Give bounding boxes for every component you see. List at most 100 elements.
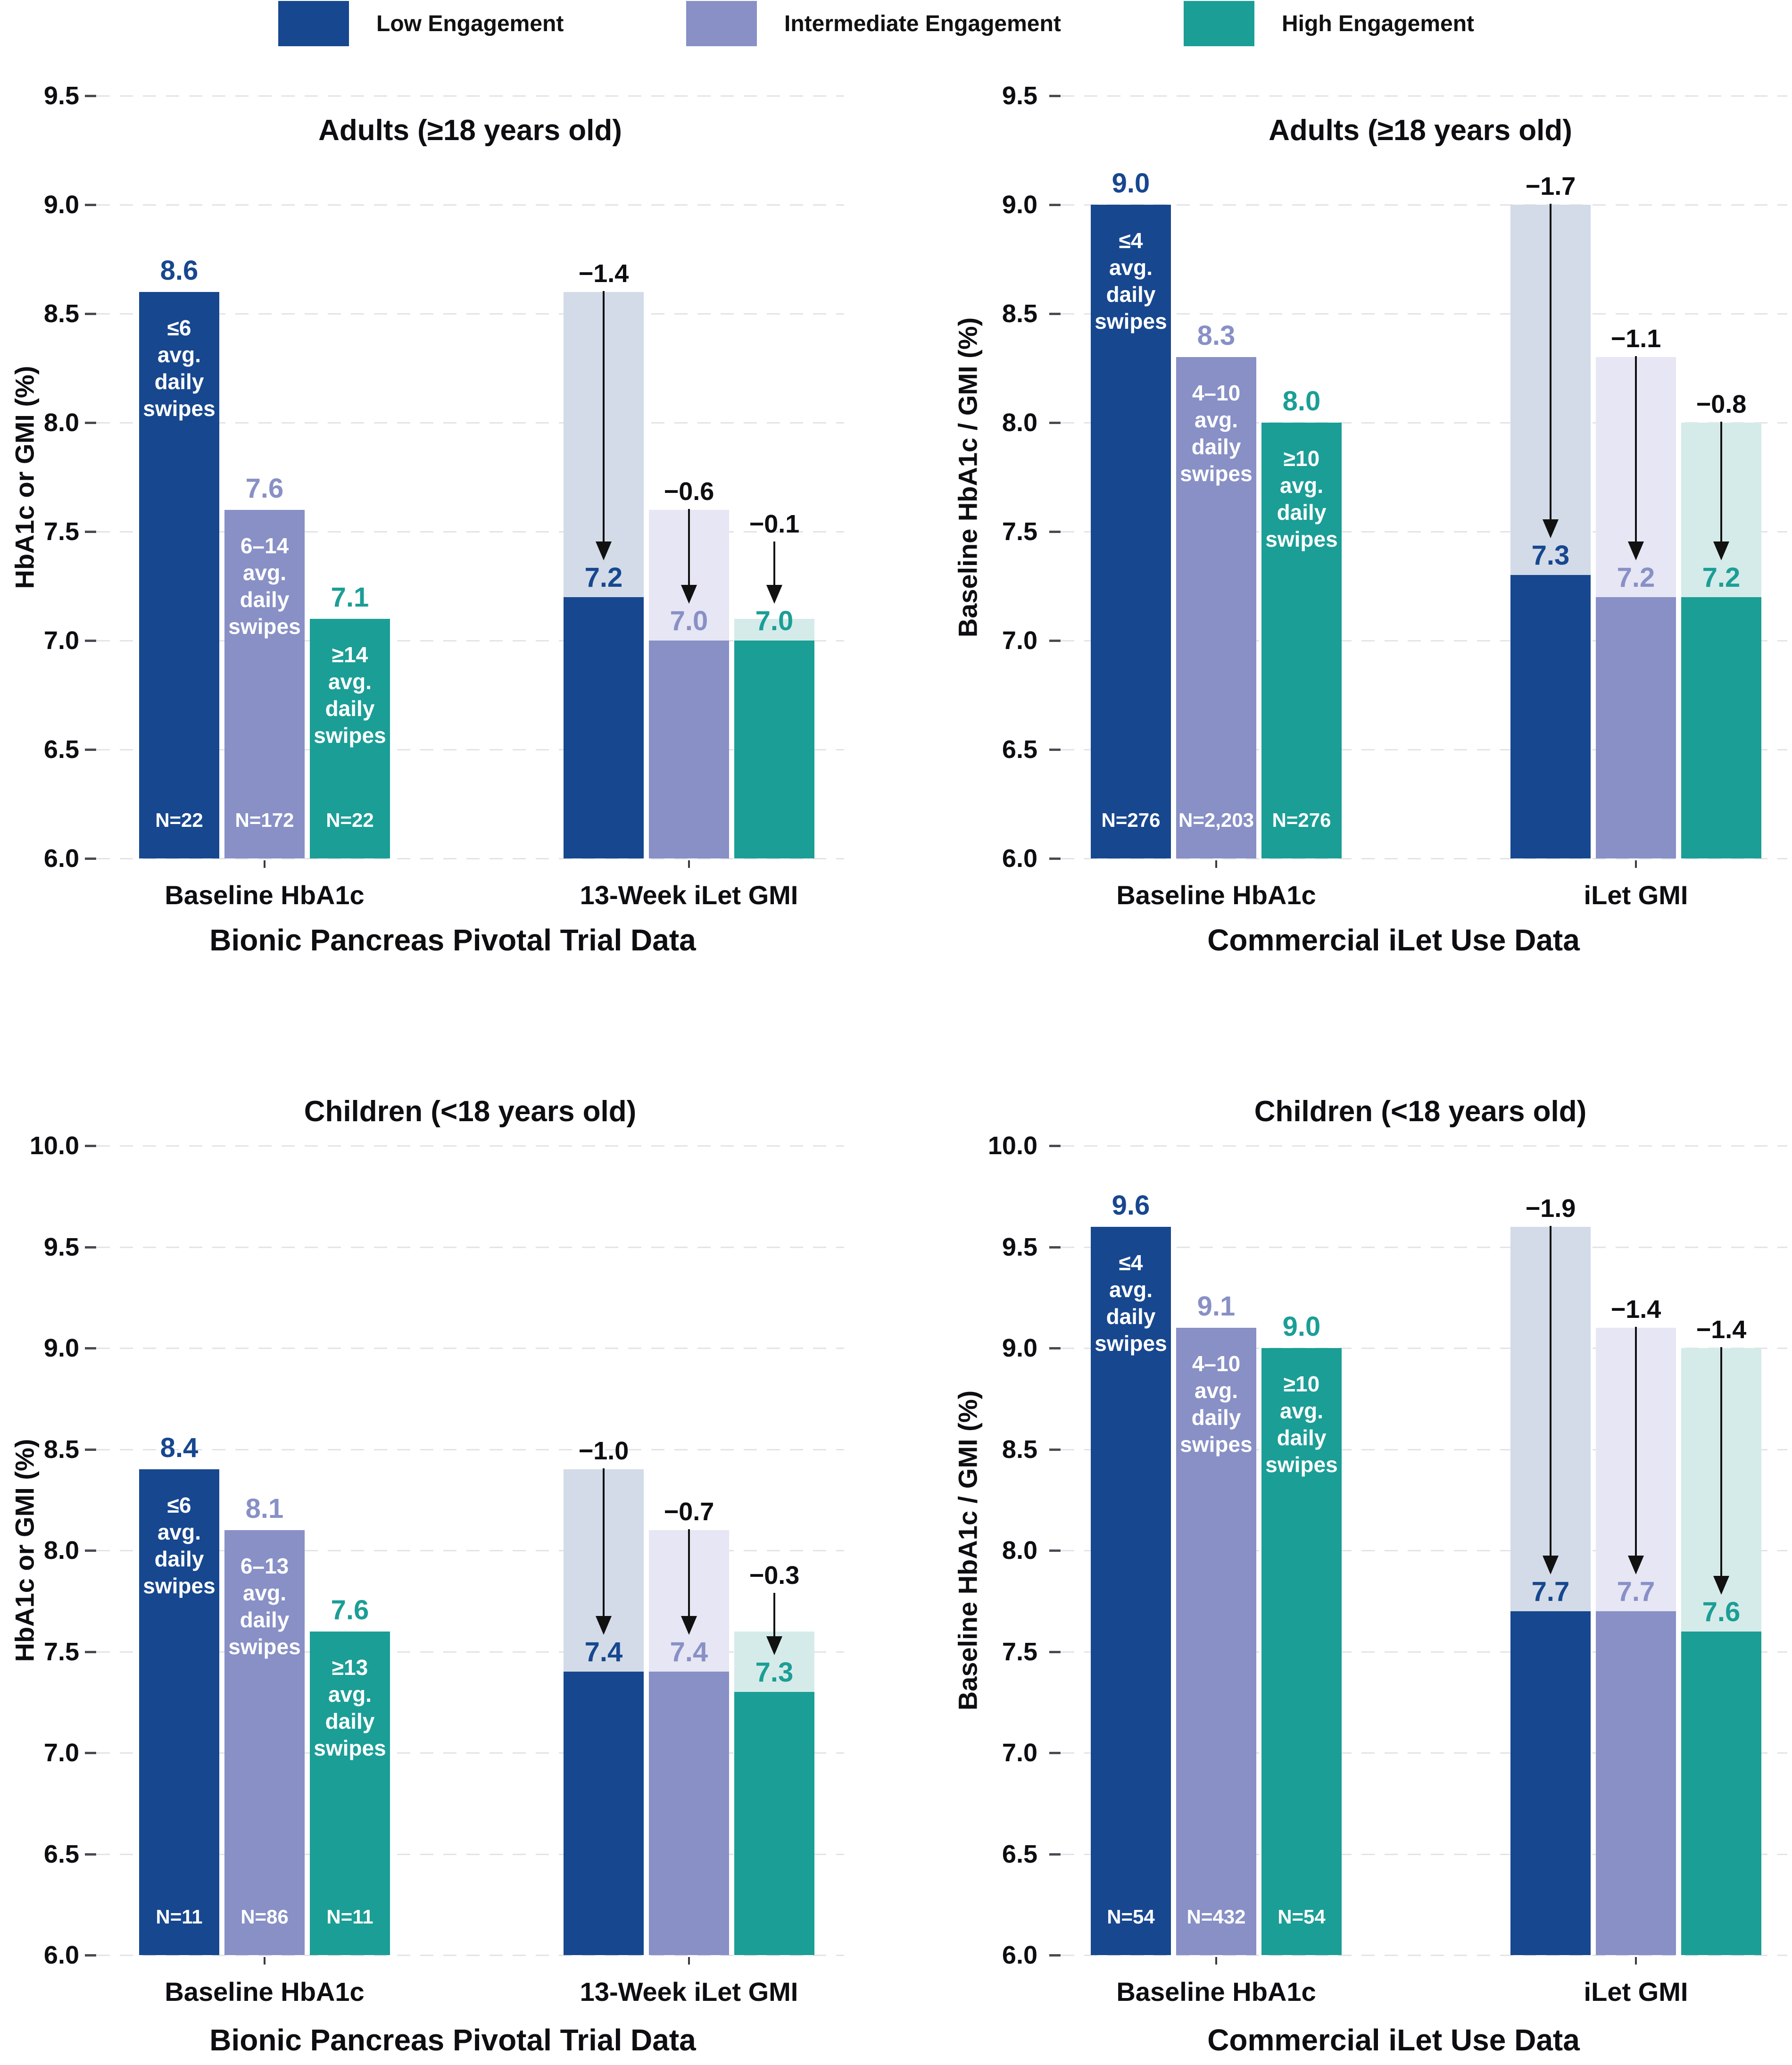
bar-value-label: 7.6: [245, 473, 284, 504]
bar-high-engagement: [310, 618, 390, 858]
decrease-arrow-icon: [1550, 204, 1551, 520]
decrease-arrow-icon: [1550, 1225, 1551, 1556]
y-tick-label: 7.5: [43, 1637, 79, 1666]
gridline: [97, 1752, 844, 1754]
bar-engagement-label: avg.: [157, 1520, 201, 1545]
y-tick-label: 9.0: [43, 191, 79, 219]
y-tick-label: 8.5: [1002, 300, 1037, 328]
y-tick-label: 6.5: [1002, 735, 1037, 764]
bar-high-engagement: [310, 1631, 390, 1955]
gridline: [1061, 1449, 1787, 1450]
y-tick-label: 8.0: [1002, 408, 1037, 437]
delta-label: −1.4: [578, 259, 629, 288]
panel-title: Adults (≥18 years old): [318, 114, 622, 147]
legend-item-intermediate-engagement: Intermediate Engagement: [686, 0, 1061, 47]
bar-value-label: 7.1: [331, 582, 369, 613]
sample-size-label: N=276: [1272, 809, 1331, 831]
delta-label: −1.0: [578, 1437, 629, 1465]
y-tick-mark: [1049, 1145, 1061, 1147]
decrease-arrowhead-icon: [1628, 541, 1644, 560]
y-tick-mark: [1049, 1246, 1061, 1249]
bar-intermediate-engagement: [649, 641, 729, 858]
sample-size-label: N=54: [1107, 1906, 1155, 1928]
y-tick-mark: [1049, 95, 1061, 97]
x-group-label: Baseline HbA1c: [1116, 1977, 1316, 2007]
gridline: [1061, 1955, 1787, 1956]
bar-low-engagement: [1510, 1611, 1591, 1955]
y-tick-mark: [1049, 531, 1061, 533]
bar-value-label: 7.7: [1531, 1576, 1570, 1607]
y-tick-label: 7.0: [1002, 626, 1037, 655]
bar-low-engagement: [564, 597, 644, 858]
bar-value-label: 7.2: [1702, 562, 1741, 593]
bar-value-label: 8.3: [1197, 320, 1236, 351]
bar-engagement-label: swipes: [314, 1735, 386, 1760]
x-group-label: iLet GMI: [1584, 1977, 1688, 2007]
x-tick-mark: [264, 1957, 265, 1965]
panel-title: Children (<18 years old): [1254, 1095, 1587, 1128]
bar-value-label: 9.0: [1112, 168, 1150, 199]
y-tick-label: 8.0: [43, 1536, 79, 1565]
y-tick-mark: [85, 1650, 96, 1653]
sample-size-label: N=22: [155, 809, 203, 831]
bar-engagement-label: ≤6: [167, 1493, 191, 1518]
decrease-arrowhead-icon: [681, 585, 697, 604]
sample-size-label: N=432: [1186, 1906, 1246, 1928]
bar-engagement-label: avg.: [242, 1581, 287, 1606]
bar-intermediate-engagement: [1596, 597, 1676, 858]
y-tick-mark: [85, 1752, 96, 1754]
gridline: [1061, 531, 1787, 533]
bar-engagement-label: swipes: [228, 614, 301, 639]
legend-swatch-low-engagement-icon: [278, 1, 349, 46]
decrease-arrow-icon: [603, 1468, 605, 1616]
bar-value-label: 7.0: [670, 606, 708, 636]
y-tick-label: 8.0: [43, 408, 79, 437]
bar-engagement-label: ≤4: [1119, 1250, 1143, 1275]
bar-engagement-label: ≤4: [1119, 228, 1143, 253]
bar-value-label: 7.4: [670, 1637, 708, 1668]
gridline: [97, 640, 844, 641]
bar-engagement-label: swipes: [1265, 527, 1338, 551]
x-tick-mark: [688, 860, 690, 868]
y-tick-mark: [1049, 1752, 1061, 1754]
panel-title: Children (<18 years old): [304, 1095, 637, 1128]
y-tick-label: 9.0: [43, 1334, 79, 1362]
delta-label: −1.9: [1525, 1194, 1576, 1223]
y-tick-label: 8.5: [1002, 1435, 1037, 1464]
bar-value-label: 9.1: [1197, 1291, 1236, 1322]
bar-engagement-label: daily: [1277, 1425, 1327, 1450]
y-tick-label: 9.0: [1002, 1334, 1037, 1362]
gridline: [97, 1550, 844, 1551]
bar-value-label: 7.2: [1617, 562, 1655, 593]
bar-high-engagement: [1261, 423, 1342, 858]
gridline: [97, 1955, 844, 1956]
panel-footer-label: Bionic Pancreas Pivotal Trial Data: [209, 2023, 696, 2057]
bar-engagement-label: daily: [325, 1708, 375, 1733]
delta-label: −0.3: [749, 1561, 800, 1590]
y-tick-mark: [85, 531, 96, 533]
gridline: [1061, 1550, 1787, 1551]
bar-value-label: 7.3: [755, 1657, 794, 1688]
y-tick-mark: [85, 1853, 96, 1856]
y-tick-label: 9.5: [43, 1232, 79, 1261]
sample-size-label: N=11: [156, 1906, 203, 1928]
panel-footer-label: Commercial iLet Use Data: [1207, 923, 1580, 957]
decrease-arrow-icon: [773, 1593, 775, 1637]
gridline: [97, 858, 844, 859]
y-tick-label: 8.0: [1002, 1536, 1037, 1565]
legend-swatch-intermediate-engagement-icon: [686, 1, 757, 46]
panel-footer-label: Bionic Pancreas Pivotal Trial Data: [209, 923, 696, 957]
y-tick-mark: [1049, 858, 1061, 860]
bar-engagement-label: daily: [240, 587, 290, 612]
x-group-label: Baseline HbA1c: [165, 880, 365, 910]
sample-size-label: N=22: [326, 809, 374, 831]
y-tick-label: 7.5: [1002, 517, 1037, 546]
y-tick-mark: [1049, 749, 1061, 751]
y-tick-label: 7.0: [43, 626, 79, 655]
bar-engagement-label: avg.: [1194, 1378, 1238, 1403]
bar-engagement-label: avg.: [1279, 1399, 1324, 1423]
y-tick-mark: [1049, 204, 1061, 206]
bar-engagement-label: daily: [1191, 1405, 1241, 1430]
y-tick-label: 9.5: [43, 82, 79, 110]
